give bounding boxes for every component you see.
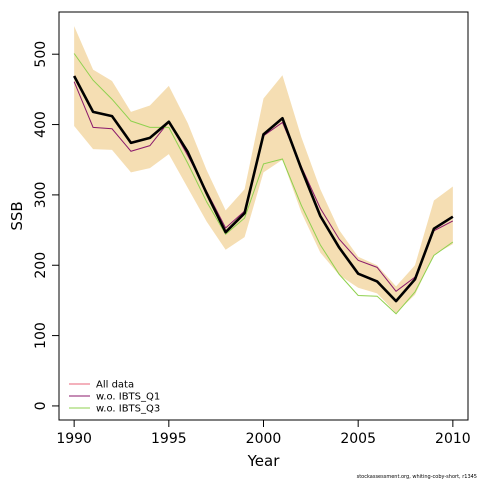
plot-frame — [58, 11, 469, 421]
x-tick-label: 1990 — [56, 431, 92, 447]
legend-label: w.o. IBTS_Q3 — [96, 404, 160, 415]
x-tick-label: 1995 — [151, 431, 187, 447]
footnote: stockassessment.org, whiting-coby-short,… — [357, 474, 477, 480]
x-tick-label: 2000 — [246, 431, 282, 447]
y-tick-label: 500 — [33, 41, 49, 68]
main-estimate-line — [72, 75, 454, 303]
confidence-band-layer — [74, 26, 453, 314]
x-tick-label: 2010 — [435, 431, 471, 447]
y-tick-label: 100 — [33, 322, 49, 349]
series-line-w-o-ibts-q3 — [73, 53, 454, 315]
x-tick-label: 2005 — [340, 431, 376, 447]
main-estimate-layer — [72, 75, 454, 303]
legend-label: All data — [96, 380, 134, 391]
series-layer — [73, 53, 454, 315]
legend-label: w.o. IBTS_Q1 — [96, 392, 160, 403]
y-tick-label: 200 — [33, 252, 49, 279]
y-tick-label: 0 — [33, 401, 49, 410]
x-axis-title: Year — [247, 452, 281, 470]
y-axis: 0 100 200 300 400 500 — [33, 41, 59, 410]
y-axis-title: SSB — [8, 201, 26, 230]
y-tick-label: 300 — [33, 182, 49, 209]
y-tick-label: 400 — [33, 111, 49, 138]
x-axis: 1990 1995 2000 2005 2010 — [56, 420, 471, 447]
confidence-band — [74, 26, 453, 314]
